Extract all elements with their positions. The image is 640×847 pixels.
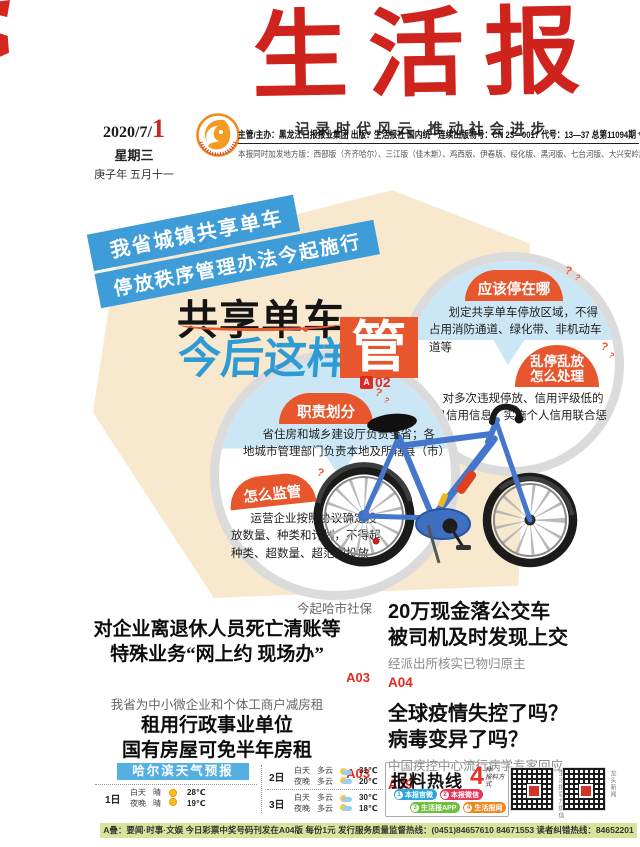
tipline-method-label: 种报料方式 [485, 767, 505, 788]
bubble-title-responsibility: 职责划分 [279, 393, 373, 424]
tipline-badge-web: 4 生活报网 [463, 802, 507, 813]
page-ref: A09 [388, 777, 413, 792]
tipline-title: 报料热线 [391, 772, 463, 791]
weather-row-day3: 3日 白天 夜晚 多云 多云 30℃ 18℃ [269, 793, 378, 813]
news-headline: 20万现金落公交车 [388, 601, 551, 623]
headline-big-character: 管 [340, 317, 418, 378]
publication-info-line2: 本报同时加发地方版：西部版（齐齐哈尔）、三江版（佳木斯）、鸡西版、伊春版、绥化版… [238, 149, 640, 159]
footer-service-bar: A叠：要闻·时事·文娱 今日彩票中奖号码刊发在A04版 每份1元 发行服务质量监… [100, 823, 637, 838]
weather-icon [168, 789, 180, 798]
news-headline: 租用行政事业单位 [140, 714, 293, 736]
print-bleed-marks [0, 0, 12, 60]
page-ref: A04 [388, 675, 413, 690]
qr-label-news-app: 龙头新闻 [609, 770, 615, 798]
news-subhead: 经派出所核实已物归原主 [388, 657, 526, 671]
info-circle-left: 职责划分 ? ? 省住房和城乡建设厅负责全省；各地城市管理部门负责本地及所辖县（… [210, 350, 460, 600]
weather-title: 哈尔滨天气预报 [117, 763, 249, 780]
news-headline: 病毒变异了吗？ [388, 729, 528, 751]
headline-underline-decoration [180, 316, 342, 332]
weather-row-day1: 1日 白天 夜晚 晴晴 28℃ 19℃ [105, 788, 206, 808]
lunar-date: 庚子年 五月十一 [94, 169, 174, 181]
weather-icon [340, 776, 352, 785]
qr-code-wechat [510, 767, 554, 811]
weather-forecast: 哈尔滨天气预报 1日 白天 夜晚 晴晴 28℃ 19℃ 2日 白天 夜晚 多云 多云 [95, 763, 385, 816]
news-headline: 特殊业务“网上约 现场办” [110, 644, 324, 666]
weather-icon [168, 798, 180, 807]
headline-line2: 今后这样 [176, 335, 352, 383]
news-headline: 被司机及时发现上交 [388, 627, 568, 649]
news-headline: 全球疫情失控了吗？ [388, 703, 568, 725]
bubble-title-where-to-park: 应该停在哪 [465, 270, 563, 301]
news-column-left: 今起哈市社保 对企业离退休人员死亡清账等 特殊业务“网上约 现场办” A03 我… [60, 598, 374, 781]
weather-icon [340, 803, 352, 812]
bicycle-illustration [278, 393, 588, 583]
publication-info: 主管/主办：黑龙江日报报业集团 出版：生活报社 国内统一连续出版物号：CN 23… [238, 127, 640, 160]
weather-row-day2: 2日 白天 夜晚 多云 多云 31℃ 20℃ [269, 766, 378, 786]
news-headline: 国有房屋可免半年房租 [121, 740, 312, 762]
tipline-count: 4 [470, 762, 484, 790]
tipline-badge-weibo: 1 本报官微 [394, 789, 437, 800]
weekday: 星期三 [114, 148, 154, 163]
news-kicker: 我省为中小微企业和个体工商户减房租 [110, 697, 324, 712]
newspaper-title: 生活报 [251, 0, 601, 114]
weather-icon [340, 767, 352, 776]
phoenix-logo-icon [194, 112, 242, 162]
page-ref: A03 [346, 765, 370, 781]
publication-date: 2020/7/1 [103, 114, 165, 143]
weather-icon [340, 794, 352, 803]
qr-code-news-app [562, 767, 606, 811]
qr-label-wechat: 生活报官方微信 [557, 770, 563, 819]
news-headline: 对企业离退休人员死亡清账等 [93, 619, 341, 640]
page-ref-a02: A 02 [360, 374, 391, 390]
news-kicker: 今起哈市社保 [296, 602, 372, 616]
page-ref-letter: A [360, 375, 373, 389]
tipline-badge-app: 3 生活报APP [410, 802, 461, 813]
page-ref: A03 [346, 669, 370, 685]
publication-info-line1: 主管/主办：黑龙江日报报业集团 出版：生活报社 国内统一连续出版物号：CN 23… [238, 127, 640, 144]
date-block: 2020/7/1 星期三 庚子年 五月十一 [76, 114, 192, 182]
bubble-text-where-to-park: 划定共享单车停放区域，不得占用消防通道、绿化带、非机动车道等 [429, 307, 602, 354]
page-ref-number: 02 [375, 374, 391, 390]
tipline-box: 报料热线 4 种报料方式 1 本报官微 2 本报微信 3 生活报APP 4 生活报网 [385, 762, 509, 817]
newspaper-slogan: 记录时代风云 推动社会进步 [294, 122, 552, 138]
tipline-badge-wechat: 2 本报微信 [440, 789, 483, 800]
